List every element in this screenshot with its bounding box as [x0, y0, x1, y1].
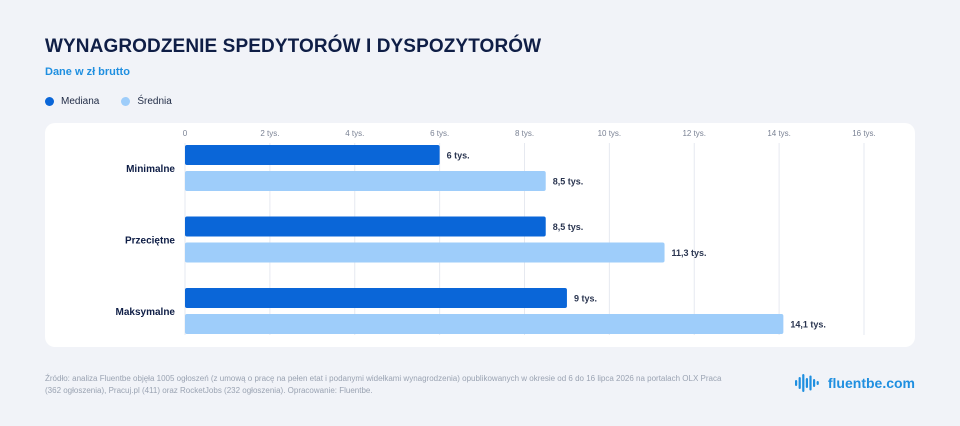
- x-tick-label: 6 tys.: [430, 129, 449, 138]
- chart-subtitle: Dane w zł brutto: [45, 66, 130, 78]
- legend-label-mediana: Mediana: [61, 96, 100, 107]
- bar-srednia: [185, 314, 784, 334]
- brand-name: fluentbe.com: [827, 375, 915, 391]
- chart-title: WYNAGRODZENIE SPEDYTORÓW I DYSPOZYTORÓW: [45, 36, 542, 57]
- legend: Mediana Średnia: [45, 96, 172, 107]
- soundwave-icon: [794, 374, 819, 392]
- bar-mediana: [185, 216, 546, 237]
- x-tick-label: 8 tys.: [515, 129, 534, 138]
- brand-logo: fluentbe.com: [794, 374, 915, 392]
- legend-item-srednia: Średnia: [121, 96, 172, 107]
- x-tick-label: 0: [183, 129, 188, 138]
- bar-srednia: [185, 171, 546, 191]
- legend-swatch-mediana: [45, 97, 54, 106]
- bar-srednia: [185, 242, 665, 263]
- legend-swatch-srednia: [121, 97, 131, 106]
- legend-label-srednia: Średnia: [137, 96, 172, 107]
- data-label: 9 tys.: [574, 294, 597, 304]
- bar-mediana: [185, 288, 567, 308]
- category-label: Przeciętne: [125, 236, 175, 247]
- legend-item-mediana: Mediana: [45, 96, 99, 107]
- bar-chart: 0 2 tys. 4 tys. 6 tys. 8 tys. 10 tys. 12 tys. 1…: [116, 129, 876, 335]
- bar-mediana: [185, 145, 440, 165]
- x-tick-label: 14 tys.: [767, 129, 791, 138]
- x-tick-label: 12 tys.: [682, 129, 706, 138]
- category-label: Minimalne: [126, 164, 175, 175]
- data-label: 8,5 tys.: [553, 222, 584, 232]
- x-tick-label: 10 tys.: [598, 129, 622, 138]
- category-label: Maksymalne: [116, 307, 176, 318]
- data-label: 8,5 tys.: [553, 177, 584, 187]
- data-label: 11,3 tys.: [672, 248, 707, 258]
- data-label: 6 tys.: [447, 151, 470, 161]
- source-note: Źródło: analiza Fluentbe objęła 1005 ogł…: [45, 374, 722, 395]
- data-label: 14,1 tys.: [790, 320, 826, 330]
- x-tick-label: 4 tys.: [345, 129, 364, 138]
- x-tick-label: 16 tys.: [852, 129, 876, 138]
- chart-card: 0 2 tys. 4 tys. 6 tys. 8 tys. 10 tys. 12 tys. 1…: [45, 123, 915, 347]
- x-tick-label: 2 tys.: [260, 129, 279, 138]
